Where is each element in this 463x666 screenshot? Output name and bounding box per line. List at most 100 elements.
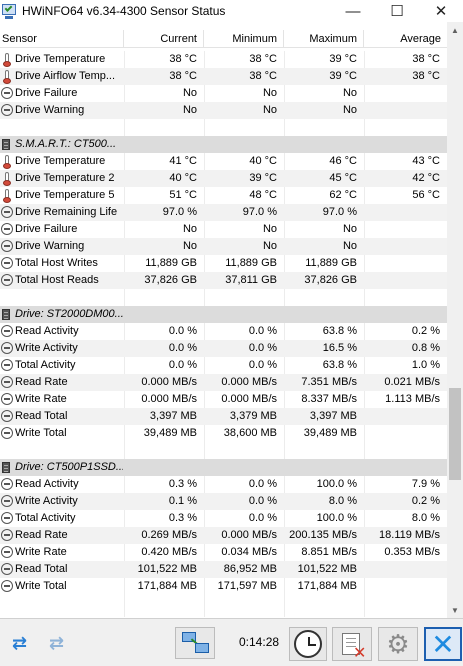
scroll-down-arrow-icon[interactable]: ▼: [451, 605, 459, 615]
minimize-button[interactable]: —: [345, 2, 361, 20]
elapsed-time: 0:14:28: [239, 635, 280, 649]
header-maximum[interactable]: Maximum: [284, 30, 364, 48]
maximize-button[interactable]: ☐: [390, 3, 404, 20]
table-row[interactable]: Drive Temperature 2 40 °C 39 °C 45 °C 42 °C: [0, 170, 447, 187]
current-value: 38 °C: [169, 53, 197, 65]
sensor-group-header[interactable]: Drive: CT500P1SSD...: [0, 459, 447, 476]
header-current[interactable]: Current: [124, 30, 204, 48]
clock-icon[interactable]: [289, 627, 327, 661]
table-row[interactable]: Write Activity 0.0 % 0.0 % 16.5 % 0.8 %: [0, 340, 447, 357]
minimum-value: 0.0 %: [248, 478, 277, 490]
circle-minus-icon: [1, 376, 13, 388]
average-value: 38 °C: [412, 53, 440, 65]
current-value: 0.3 %: [168, 512, 197, 524]
average-value: 1.0 %: [411, 359, 440, 371]
table-row[interactable]: Write Rate 0.000 MB/s 0.000 MB/s 8.337 MB/s…: [0, 391, 447, 408]
sensor-label: Write Total: [15, 580, 67, 592]
minimum-value: 0.000 MB/s: [221, 393, 277, 405]
circle-minus-icon: [1, 359, 13, 371]
table-row[interactable]: Read Activity 0.0 % 0.0 % 63.8 % 0.2 %: [0, 323, 447, 340]
table-row[interactable]: Drive Warning No No No: [0, 102, 447, 119]
table-row[interactable]: Total Activity 0.3 % 0.0 % 100.0 % 8.0 %: [0, 510, 447, 527]
column-divider: [364, 51, 365, 617]
current-value: 37,826 GB: [144, 274, 197, 286]
window-title: HWiNFO64 v6.34-4300 Sensor Status: [22, 4, 226, 18]
table-row[interactable]: Total Activity 0.0 % 0.0 % 63.8 % 1.0 %: [0, 357, 447, 374]
maximum-value: 3,397 MB: [309, 410, 357, 422]
table-row[interactable]: Total Host Reads 37,826 GB 37,811 GB 37,826…: [0, 272, 447, 289]
minimum-value: 97.0 %: [242, 206, 277, 218]
column-divider: [284, 51, 285, 617]
table-row[interactable]: Drive Temperature 41 °C 40 °C 46 °C 43 °C: [0, 153, 447, 170]
maximum-value: 8.337 MB/s: [301, 393, 357, 405]
minimum-value: No: [262, 223, 277, 235]
table-row[interactable]: Write Total 39,489 MB 38,600 MB 39,489 MB: [0, 425, 447, 442]
average-value: 8.0 %: [411, 512, 440, 524]
sensor-label: Drive Temperature: [15, 53, 106, 65]
table-row[interactable]: Read Activity 0.3 % 0.0 % 100.0 % 7.9 %: [0, 476, 447, 493]
minimum-value: 48 °C: [249, 189, 277, 201]
network-icon[interactable]: [175, 627, 215, 659]
table-row[interactable]: Drive Temperature 38 °C 38 °C 39 °C 38 °C: [0, 51, 447, 68]
maximum-value: 63.8 %: [322, 359, 357, 371]
current-value: 0.000 MB/s: [141, 376, 197, 388]
report-icon[interactable]: ✕: [332, 627, 372, 662]
table-row[interactable]: Total Host Writes 11,889 GB 11,889 GB 11,88…: [0, 255, 447, 272]
table-row[interactable]: Write Activity 0.1 % 0.0 % 8.0 % 0.2 %: [0, 493, 447, 510]
sensor-label: Drive Warning: [15, 104, 85, 116]
scroll-up-arrow-icon[interactable]: ▲: [451, 25, 459, 35]
minimum-value: 40 °C: [249, 155, 277, 167]
table-row[interactable]: Read Rate 0.000 MB/s 0.000 MB/s 7.351 MB/s 0…: [0, 374, 447, 391]
circle-minus-icon: [1, 274, 13, 286]
table-row[interactable]: Read Total 3,397 MB 3,379 MB 3,397 MB: [0, 408, 447, 425]
minimum-value: No: [262, 240, 277, 252]
close-window-button[interactable]: ✕: [434, 3, 448, 20]
header-minimum[interactable]: Minimum: [204, 30, 284, 48]
table-row[interactable]: Write Total 171,884 MB 171,597 MB 171,884 M…: [0, 578, 447, 595]
current-value: 0.3 %: [168, 478, 197, 490]
table-row[interactable]: Drive Remaining Life 97.0 % 97.0 % 97.0 %: [0, 204, 447, 221]
maximum-value: 39 °C: [329, 70, 357, 82]
sensor-label: Write Activity: [15, 342, 78, 354]
scroll-thumb[interactable]: [449, 388, 461, 480]
double-arrow-icon[interactable]: ⇄: [11, 632, 27, 653]
table-row[interactable]: Drive Airflow Temp... 38 °C 38 °C 39 °C 38 °…: [0, 68, 447, 85]
circle-minus-icon: [1, 223, 13, 235]
current-value: No: [182, 104, 197, 116]
sensor-label: Drive Airflow Temp...: [15, 70, 116, 82]
table-row[interactable]: Drive Warning No No No: [0, 238, 447, 255]
sensor-label: Read Rate: [15, 529, 68, 541]
table-row[interactable]: Read Rate 0.269 MB/s 0.000 MB/s 200.135 MB/…: [0, 527, 447, 544]
sensor-group-header[interactable]: Drive: ST2000DM00...: [0, 306, 447, 323]
circle-minus-icon: [1, 529, 13, 541]
sensor-label: Drive Warning: [15, 240, 85, 252]
header-average[interactable]: Average: [400, 33, 441, 45]
table-row[interactable]: Drive Failure No No No: [0, 221, 447, 238]
header-sensor[interactable]: Sensor: [0, 30, 124, 48]
group-label: Drive: ST2000DM00...: [15, 308, 123, 320]
maximum-value: 46 °C: [329, 155, 357, 167]
table-row[interactable]: Drive Temperature 5 51 °C 48 °C 62 °C 56 °C: [0, 187, 447, 204]
current-value: 11,889 GB: [145, 257, 197, 269]
sensor-label: Drive Failure: [15, 87, 78, 99]
table-row[interactable]: Drive Failure No No No: [0, 85, 447, 102]
gear-icon[interactable]: ⚙: [378, 627, 418, 661]
close-icon[interactable]: ✕: [424, 627, 462, 661]
minimum-value: 0.0 %: [248, 495, 277, 507]
circle-minus-icon: [1, 87, 13, 99]
current-value: 0.000 MB/s: [141, 393, 197, 405]
circle-minus-icon: [1, 410, 13, 422]
minimum-value: 38 °C: [249, 53, 277, 65]
sensor-label: Total Host Writes: [15, 257, 98, 269]
table-row[interactable]: Read Total 101,522 MB 86,952 MB 101,522 MB: [0, 561, 447, 578]
sensor-label: Read Rate: [15, 376, 68, 388]
vertical-scrollbar[interactable]: ▲ ▼: [447, 22, 463, 618]
sensor-group-header[interactable]: S.M.A.R.T.: CT500...: [0, 136, 447, 153]
circle-minus-icon: [1, 563, 13, 575]
minimum-value: 38 °C: [249, 70, 277, 82]
circle-minus-icon: [1, 495, 13, 507]
table-row[interactable]: Write Rate 0.420 MB/s 0.034 MB/s 8.851 MB/s…: [0, 544, 447, 561]
average-value: 56 °C: [412, 189, 440, 201]
sensor-label: Write Total: [15, 427, 67, 439]
double-arrow-dim-icon[interactable]: ⇄: [48, 632, 64, 653]
